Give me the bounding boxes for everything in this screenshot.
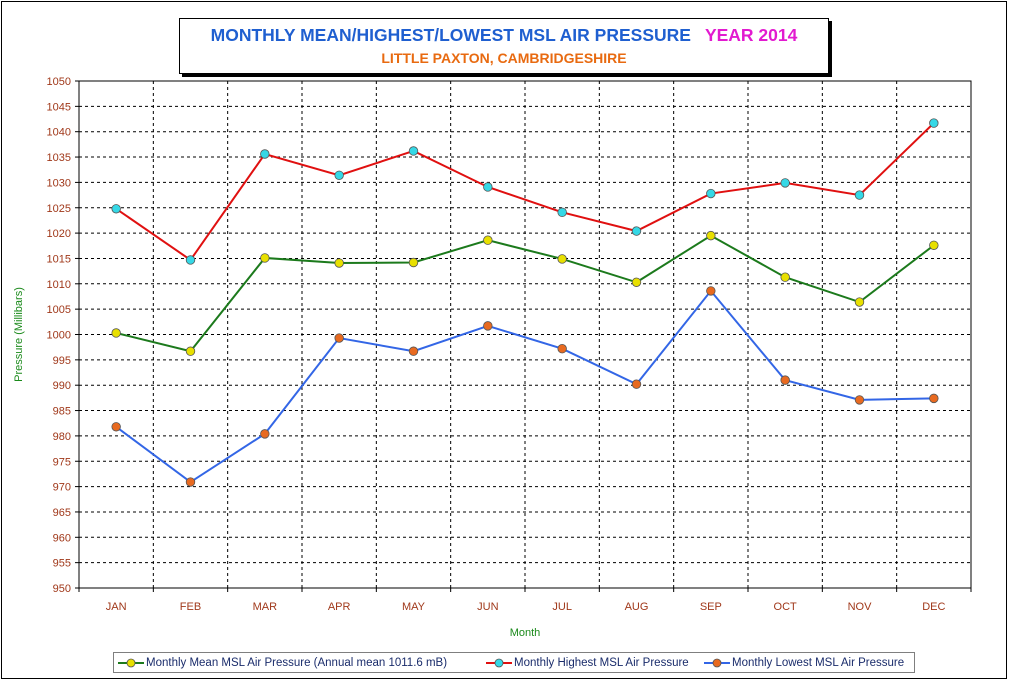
chart-subtitle: LITTLE PAXTON, CAMBRIDGESHIRE [381, 50, 627, 66]
x-tick-label: SEP [700, 601, 722, 613]
y-tick-label: 1035 [47, 152, 71, 164]
data-point [854, 297, 865, 307]
legend-item: Monthly Highest MSL Air Pressure [486, 653, 689, 672]
data-point [408, 346, 419, 356]
y-tick-label: 985 [53, 406, 71, 418]
data-point [408, 257, 419, 268]
y-tick-label: 1050 [47, 76, 71, 88]
legend-item: Monthly Mean MSL Air Pressure (Annual me… [118, 653, 447, 672]
data-point [854, 395, 865, 405]
data-point [334, 170, 344, 181]
series-layer [111, 118, 939, 487]
y-tick-label: 960 [53, 532, 71, 544]
y-tick-label: 975 [53, 456, 71, 468]
y-axis-ticks: 950 955 960 965 970 975 980 985 990 995 1000 1005 10… [47, 76, 79, 595]
data-point [483, 182, 493, 192]
data-point [111, 422, 121, 432]
data-point [929, 118, 939, 128]
y-tick-label: 995 [53, 355, 71, 367]
y-axis-label: Pressure (Millibars) [13, 287, 25, 382]
y-tick-label: 1005 [47, 304, 71, 316]
y-tick-label: 1030 [47, 177, 71, 189]
y-tick-label: 955 [53, 558, 71, 570]
x-tick-label: MAY [402, 601, 426, 613]
x-tick-label: NOV [848, 601, 873, 613]
x-tick-label: MAR [253, 601, 278, 613]
legend-item: Monthly Lowest MSL Air Pressure [704, 653, 904, 672]
legend-label: Monthly Highest MSL Air Pressure [514, 656, 689, 669]
data-point [557, 254, 567, 264]
data-point [631, 379, 642, 389]
legend-swatch [486, 658, 512, 667]
y-tick-label: 950 [53, 583, 71, 595]
data-point [111, 328, 121, 338]
x-axis-label: Month [510, 627, 541, 639]
chart-title-year: YEAR 2014 [704, 25, 798, 45]
legend-swatch [118, 658, 144, 667]
data-point [929, 393, 939, 404]
series-group [111, 118, 939, 265]
legend-label: Monthly Lowest MSL Air Pressure [732, 656, 905, 669]
x-tick-label: JUN [477, 601, 498, 613]
title-box: MONTHLY MEAN/HIGHEST/LOWEST MSL AIR PRES… [179, 18, 829, 74]
data-point [483, 235, 493, 245]
title-line: MONTHLY MEAN/HIGHEST/LOWEST MSL AIR PRES… [180, 25, 828, 46]
data-point [929, 240, 939, 250]
series-group [111, 230, 939, 356]
x-tick-label: JUL [552, 601, 572, 613]
data-point [185, 477, 196, 487]
data-point [854, 190, 865, 200]
series-group [111, 286, 939, 487]
series-line [115, 234, 935, 353]
data-point [557, 207, 567, 218]
y-tick-label: 1040 [47, 127, 71, 139]
chart-title: MONTHLY MEAN/HIGHEST/LOWEST MSL AIR PRES… [210, 25, 691, 45]
x-axis-ticks: JAN FEB MAR APR MAY JUN JUL AUG SEP OCT NOV DEC [78, 588, 972, 613]
data-point [706, 286, 716, 296]
y-tick-label: 1000 [47, 330, 71, 342]
y-tick-label: 1025 [47, 203, 71, 215]
y-tick-label: 1010 [47, 279, 71, 291]
y-tick-label: 1020 [47, 228, 71, 240]
y-tick-label: 1015 [47, 253, 71, 265]
data-point [780, 375, 790, 385]
gridlines [79, 81, 971, 588]
x-tick-label: OCT [774, 601, 798, 613]
y-tick-label: 965 [53, 507, 71, 519]
data-point [557, 343, 567, 354]
y-tick-label: 1045 [47, 101, 71, 113]
data-point [780, 272, 790, 282]
legend: Monthly Mean MSL Air Pressure (Annual me… [113, 652, 915, 673]
data-point [260, 253, 270, 263]
data-point [260, 149, 270, 159]
data-point [408, 146, 419, 156]
series-line [115, 122, 935, 262]
data-point [185, 255, 196, 265]
data-point [780, 178, 790, 188]
x-tick-label: AUG [625, 601, 649, 613]
data-point [706, 188, 716, 199]
data-point [185, 346, 196, 356]
legend-swatch [704, 658, 730, 667]
series-line [115, 289, 934, 484]
x-tick-label: JAN [106, 601, 127, 613]
data-point [260, 429, 270, 439]
y-tick-label: 990 [53, 380, 71, 392]
data-point [483, 321, 493, 331]
x-tick-label: DEC [922, 601, 945, 613]
y-tick-label: 970 [53, 482, 71, 494]
data-point [631, 277, 642, 287]
data-point [334, 258, 344, 268]
data-point [111, 204, 121, 214]
data-point [631, 226, 642, 236]
legend-label: Monthly Mean MSL Air Pressure (Annual me… [146, 656, 448, 669]
x-tick-label: FEB [180, 601, 201, 613]
data-point [334, 333, 344, 343]
x-tick-label: APR [328, 601, 351, 613]
y-tick-label: 980 [53, 431, 71, 443]
data-point [706, 230, 716, 241]
